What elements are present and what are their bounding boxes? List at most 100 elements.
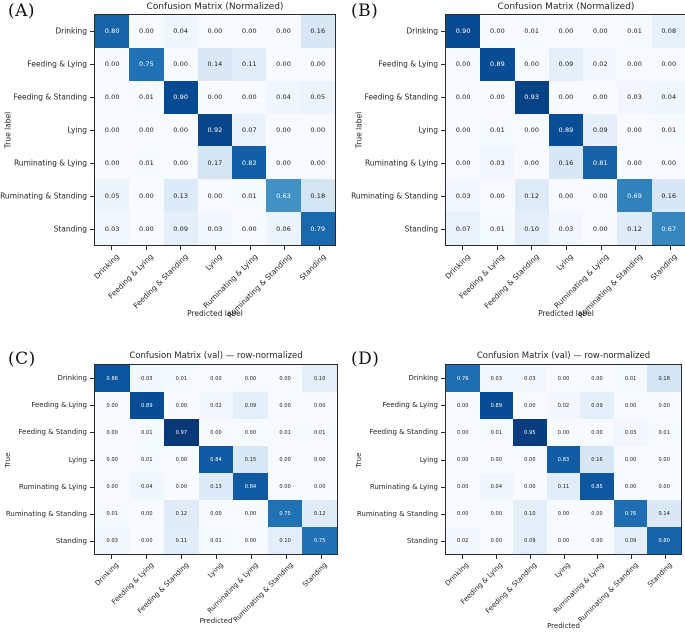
matrix-cell: 0.00: [95, 47, 130, 81]
matrix-cell: 0.09: [583, 113, 618, 147]
y-tick-mark: [441, 459, 445, 461]
matrix-cell: 0.89: [479, 392, 514, 419]
y-tick-label: Standing: [404, 224, 438, 234]
y-tick-mark: [90, 96, 94, 98]
matrix-cell: 0.04: [163, 15, 198, 48]
matrix-cell: 0.01: [651, 113, 685, 147]
y-tick-label: Feeding & Standing: [369, 428, 438, 437]
x-tick-mark: [635, 246, 637, 250]
matrix-cell: 0.00: [580, 527, 614, 554]
panel-d: (D) Confusion Matrix (val) — row-normali…: [351, 345, 685, 633]
x-tick-mark: [215, 246, 216, 250]
matrix-cell: 0.00: [163, 146, 198, 180]
y-tick-mark: [441, 30, 445, 32]
matrix-cell: 0.00: [583, 15, 618, 48]
x-tick-mark: [318, 246, 320, 250]
matrix-cell: 0.00: [446, 392, 480, 419]
matrix-cell: 0.00: [95, 392, 130, 419]
x-tick-mark: [631, 555, 633, 559]
matrix-cell: 0.00: [446, 500, 480, 527]
y-tick-labels: Drinking Feeding & Lying Feeding & Standin…: [351, 345, 685, 633]
matrix-cell: 0.01: [232, 179, 267, 213]
y-tick-label: Ruminating & Standing: [0, 191, 87, 201]
matrix-cell: 0.10: [302, 365, 337, 392]
matrix-cell: 0.00: [233, 500, 268, 527]
matrix-cell: 0.14: [647, 500, 681, 527]
matrix-cell: 0.00: [95, 446, 130, 473]
x-tick-mark: [145, 246, 147, 250]
x-tick-mark: [181, 555, 183, 559]
matrix-cell: 0.00: [583, 179, 618, 213]
y-tick-mark: [90, 229, 94, 231]
matrix-cell: 0.89: [548, 113, 584, 147]
y-tick-label: Standing: [55, 537, 87, 546]
y-tick-mark: [441, 541, 445, 543]
matrix-cell: 0.13: [163, 179, 198, 213]
panel-c: (C) Confusion Matrix (val) — row-normali…: [0, 345, 342, 633]
matrix-cell: 0.00: [164, 392, 199, 419]
x-tick-mark: [529, 555, 531, 559]
matrix-cell: 0.01: [613, 365, 648, 392]
y-tick-label: Feeding & Standing: [18, 428, 87, 437]
x-tick-label: Drinking: [91, 252, 121, 281]
y-tick-label: Drinking: [55, 26, 87, 36]
matrix-cell: 0.00: [514, 47, 549, 81]
matrix-cell: 0.00: [266, 113, 301, 147]
matrix-cell: 0.01: [514, 15, 549, 48]
y-tick-mark: [90, 404, 94, 406]
matrix-cell: 0.00: [580, 419, 614, 446]
matrix-cell: 0.00: [617, 113, 652, 147]
x-tick-label: Drinking: [442, 252, 472, 281]
y-tick-label: Lying: [67, 125, 87, 135]
matrix-cell: 0.00: [129, 113, 164, 147]
y-tick-mark: [90, 432, 94, 434]
x-tick-labels: Drinking Feeding & Lying Feeding & Standin…: [0, 345, 342, 633]
matrix-cell: 0.00: [95, 473, 130, 500]
y-tick-label: Drinking: [408, 373, 438, 382]
x-tick-mark: [320, 555, 322, 559]
matrix-cell: 0.00: [164, 473, 199, 500]
x-tick-mark: [669, 246, 671, 250]
matrix-cell: 0.00: [129, 15, 164, 48]
matrix-cell: 0.04: [651, 80, 685, 114]
matrix-cell: 0.00: [617, 47, 652, 81]
x-tick-label: Drinking: [93, 561, 121, 588]
matrix-cell: 0.00: [647, 446, 681, 473]
matrix-cell: 0.00: [95, 419, 130, 446]
matrix-cell: 0.00: [129, 179, 164, 213]
y-tick-mark: [90, 377, 94, 379]
matrix-cell: 0.16: [580, 446, 614, 473]
matrix-cell: 0.00: [95, 113, 130, 147]
matrix-cell: 0.01: [617, 15, 652, 48]
matrix-cell: 0.00: [480, 179, 515, 213]
matrix-cell: 0.00: [583, 212, 618, 245]
matrix-cell: 0.93: [514, 80, 549, 114]
x-axis-label: Predicted label: [538, 309, 594, 318]
panel-b: (B) Confusion Matrix (Normalized) True l…: [351, 0, 685, 345]
y-tick-label: Feeding & Lying: [382, 400, 438, 409]
matrix-cell: 0.69: [617, 179, 652, 213]
matrix-cell: 0.89: [480, 47, 515, 81]
y-tick-mark: [441, 163, 445, 165]
x-tick-label: Standing: [301, 561, 330, 589]
matrix-cell: 0.00: [446, 47, 481, 81]
y-tick-mark: [441, 229, 445, 231]
panel-a: (A) Confusion Matrix (Normalized) True l…: [0, 0, 342, 345]
y-tick-mark: [90, 63, 94, 65]
y-tick-mark: [90, 459, 94, 461]
x-tick-labels: Drinking Feeding & Lying Feeding & Standin…: [351, 0, 685, 345]
heatmap-grid: 0.76 0.03 0.03 0.00 0.00 0.01 0.18 0.00 0.89 0.00…: [445, 364, 682, 555]
matrix-cell: 0.16: [548, 146, 584, 180]
matrix-cell: 0.02: [446, 527, 480, 554]
y-tick-mark: [90, 486, 94, 488]
x-tick-label: Standing: [646, 561, 674, 589]
x-tick-mark: [496, 246, 498, 250]
x-tick-label: Lying: [555, 252, 576, 273]
y-tick-mark: [441, 96, 445, 98]
chart-title: Confusion Matrix (Normalized): [497, 2, 635, 12]
matrix-cell: 0.03: [480, 146, 515, 180]
x-tick-mark: [111, 246, 113, 250]
heatmap-grid: 0.80 0.00 0.04 0.00 0.00 0.00 0.16 0.00 0.75 0.00…: [94, 14, 336, 246]
chart-title: Confusion Matrix (Normalized): [146, 2, 284, 12]
matrix-cell: 0.00: [651, 47, 685, 81]
